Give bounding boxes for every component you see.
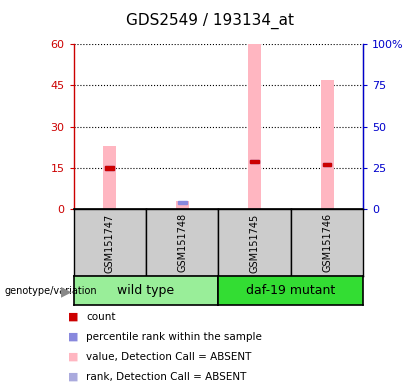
Bar xyxy=(248,44,261,209)
Text: value, Detection Call = ABSENT: value, Detection Call = ABSENT xyxy=(86,352,252,362)
Text: genotype/variation: genotype/variation xyxy=(4,286,97,296)
Bar xyxy=(105,166,114,170)
Bar xyxy=(105,166,114,170)
Text: count: count xyxy=(86,312,116,322)
Text: ■: ■ xyxy=(68,372,79,382)
Text: GSM151748: GSM151748 xyxy=(177,214,187,272)
Bar xyxy=(176,201,189,209)
Text: ▶: ▶ xyxy=(61,284,72,298)
Text: ■: ■ xyxy=(68,332,79,342)
Text: ■: ■ xyxy=(68,312,79,322)
Text: rank, Detection Call = ABSENT: rank, Detection Call = ABSENT xyxy=(86,372,247,382)
Text: ■: ■ xyxy=(68,352,79,362)
Text: GSM151745: GSM151745 xyxy=(249,213,260,273)
Text: percentile rank within the sample: percentile rank within the sample xyxy=(86,332,262,342)
Text: GSM151747: GSM151747 xyxy=(105,213,115,273)
Bar xyxy=(323,163,331,166)
Bar xyxy=(323,163,331,166)
Bar xyxy=(103,146,116,209)
Bar xyxy=(250,160,259,163)
Text: wild type: wild type xyxy=(117,285,175,297)
Text: daf-19 mutant: daf-19 mutant xyxy=(246,285,336,297)
Text: GDS2549 / 193134_at: GDS2549 / 193134_at xyxy=(126,13,294,29)
Text: GSM151746: GSM151746 xyxy=(322,214,332,272)
Bar xyxy=(320,80,333,209)
Bar xyxy=(178,201,186,204)
Bar xyxy=(250,160,259,163)
